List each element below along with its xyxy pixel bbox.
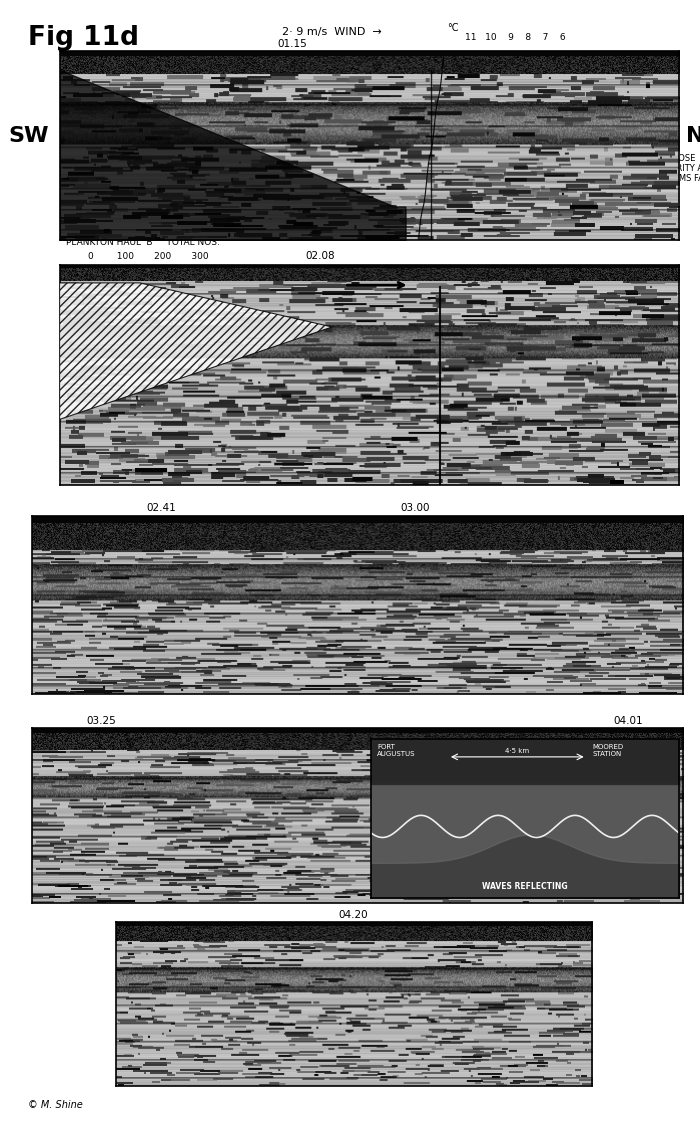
Text: MASS INFLUX OF
PLANKTON COINCIDES
WITH HEAVY FISH
CONCENTRATION
MOVING RAPIDLY ←: MASS INFLUX OF PLANKTON COINCIDES WITH H… [276, 390, 365, 440]
Text: 4·5 km: 4·5 km [505, 747, 529, 753]
Text: SURFACE CURRENT
SETS S.W.
AGAINST WIND.: SURFACE CURRENT SETS S.W. AGAINST WIND. [555, 301, 632, 331]
Text: WAVES REFLECTING: WAVES REFLECTING [482, 882, 568, 891]
Text: 04.20: 04.20 [339, 910, 368, 920]
Text: 11   10    9    8    7    6: 11 10 9 8 7 6 [466, 33, 566, 42]
Text: SUB-SURFACE S.W.
CURRENT DETECTED: SUB-SURFACE S.W. CURRENT DETECTED [152, 98, 239, 117]
Text: MOORED
STATION: MOORED STATION [593, 744, 624, 758]
Text: Fig 11d: Fig 11d [28, 25, 139, 51]
Text: 01.15: 01.15 [277, 40, 307, 50]
Text: 0        100       200       300: 0 100 200 300 [88, 252, 208, 261]
Text: 04.01: 04.01 [614, 716, 643, 726]
Text: TEMP PROBE: TEMP PROBE [420, 79, 474, 88]
Text: °C: °C [447, 23, 459, 33]
Text: 2· 9 m/s  WIND  →: 2· 9 m/s WIND → [282, 27, 382, 37]
Text: HEAVY FISH
CONCENTRATIONS MOVING
RAPIDLY ← (S.W.): HEAVY FISH CONCENTRATIONS MOVING RAPIDLY… [463, 1018, 572, 1049]
Text: WAVES LOSE
REGULARITY AND
ISOTHERMS FALL: WAVES LOSE REGULARITY AND ISOTHERMS FALL [642, 154, 700, 183]
Text: 02.08: 02.08 [305, 251, 335, 261]
Text: FORT
AUGUSTUS: FORT AUGUSTUS [377, 744, 416, 758]
Text: PLANKTON HAUL 'B'    TOTAL NOS.: PLANKTON HAUL 'B' TOTAL NOS. [66, 238, 220, 247]
Text: NE: NE [686, 126, 700, 146]
Text: © M. Shine: © M. Shine [28, 1100, 83, 1110]
Polygon shape [60, 283, 332, 419]
Text: 03.00: 03.00 [401, 504, 430, 514]
Text: 02.41: 02.41 [147, 504, 176, 514]
Text: 03.25: 03.25 [87, 716, 117, 726]
Text: SW: SW [8, 126, 49, 146]
